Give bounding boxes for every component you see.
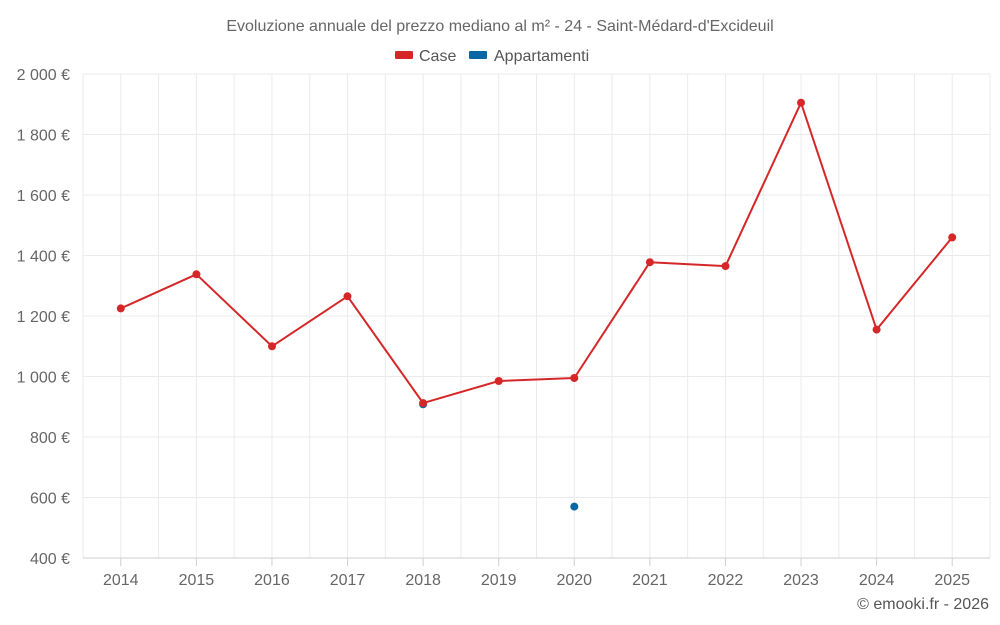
data-point-case-2021[interactable] — [645, 258, 654, 267]
legend-label-appartamenti: Appartamenti — [494, 48, 589, 65]
legend: Case Appartamenti — [395, 48, 589, 65]
data-point-case-2023[interactable] — [797, 98, 805, 107]
chart-title: Evoluzione annuale del prezzo mediano al… — [226, 18, 773, 35]
y-tick-label: 600 € — [30, 491, 70, 508]
series-layer — [116, 98, 957, 511]
legend-swatch-case — [395, 51, 413, 59]
data-point-case-2015[interactable] — [192, 270, 201, 279]
credit: © emooki.fr - 2026 — [857, 596, 989, 613]
data-point-case-2019[interactable] — [494, 377, 503, 385]
x-tick-label: 2020 — [556, 572, 592, 589]
x-tick-label: 2019 — [481, 572, 517, 589]
y-tick-label: 1 000 € — [17, 370, 70, 387]
x-tick-label: 2023 — [783, 572, 819, 589]
y-tick-label: 1 200 € — [17, 309, 70, 326]
y-tick-label: 1 400 € — [17, 249, 70, 266]
y-axis-ticks: 400 € 600 € 800 € 1 000 € 1 200 € 1 400 € 1 60… — [17, 67, 70, 568]
series-case — [116, 98, 957, 408]
data-point-case-2020[interactable] — [570, 374, 579, 382]
y-tick-label: 2 000 € — [17, 67, 70, 84]
x-tick-label: 2021 — [632, 572, 668, 589]
x-tick-label: 2015 — [179, 572, 215, 589]
legend-swatch-appartamenti — [469, 51, 487, 59]
legend-item-case[interactable]: Case — [395, 48, 456, 65]
x-axis-ticks: 2014 2015 2016 2017 2018 2019 2020 2021 2022 2023… — [103, 558, 970, 589]
data-point-case-2018[interactable] — [419, 399, 428, 408]
data-point-case-2024[interactable] — [872, 325, 881, 334]
data-point-case-2022[interactable] — [721, 262, 730, 271]
x-tick-label: 2018 — [405, 572, 441, 589]
y-tick-label: 1 600 € — [17, 188, 70, 205]
y-tick-label: 800 € — [30, 430, 70, 447]
y-tick-label: 400 € — [30, 551, 70, 568]
legend-item-appartamenti[interactable]: Appartamenti — [469, 48, 589, 65]
data-point-case-2016[interactable] — [268, 342, 276, 351]
legend-label-case: Case — [419, 48, 456, 65]
x-tick-label: 2024 — [859, 572, 895, 589]
data-point-case-2014[interactable] — [116, 304, 125, 313]
x-tick-label: 2025 — [934, 572, 970, 589]
series-line-case — [120, 101, 953, 405]
x-tick-label: 2014 — [103, 572, 139, 589]
x-tick-label: 2022 — [708, 572, 744, 589]
data-point-case-2025[interactable] — [948, 233, 957, 242]
y-tick-label: 1 800 € — [17, 128, 70, 145]
data-point-case-2017[interactable] — [343, 292, 352, 301]
x-gridlines — [82, 74, 991, 558]
data-point-appartamenti-2020[interactable] — [570, 502, 579, 511]
x-tick-label: 2016 — [254, 572, 290, 589]
x-tick-label: 2017 — [330, 572, 366, 589]
